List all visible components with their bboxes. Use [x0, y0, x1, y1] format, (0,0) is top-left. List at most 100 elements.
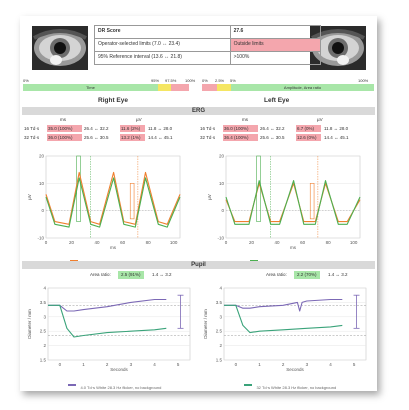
right-area-ratio-label: Area ratio:	[90, 272, 111, 277]
reference-interval-value: >100%	[229, 51, 322, 65]
erg-left-row1-td: 16 Td·s	[200, 126, 216, 131]
y-tick-label: 20	[39, 154, 45, 159]
pupil-right-legend: 4.0 Td·s White 28.3 Hz flicker, no backg…	[68, 376, 161, 391]
pupil-right-chart: 1.5 2 2.5 3 3.5 4 0 1 2 3 4 5 Seconds Diameter / mm	[27, 286, 191, 372]
series-line-2	[224, 304, 343, 334]
y-axis-label: Diameter / mm	[203, 309, 208, 339]
y-tick-label: 3	[43, 314, 46, 319]
series-line-2	[225, 180, 361, 225]
x-tick-label: 0	[235, 362, 238, 367]
time-scale-left: 0%	[23, 78, 29, 83]
erg-right-row2-uv-ref: 14.4 ↔ 45.1	[148, 135, 173, 140]
y-tick-label: 10	[39, 181, 45, 186]
erg-section-header: ERG	[22, 107, 375, 115]
y-axis-label: µV	[27, 194, 32, 200]
pupil-section-header: Pupil	[22, 261, 375, 269]
pupil-left-chart: 1.5 2 2.5 3 3.5 4 0 1 2 3 4 5 Seconds Diameter / mm	[203, 286, 367, 372]
x-tick-label: 80	[326, 240, 332, 245]
y-tick-label: 3.5	[40, 300, 47, 305]
x-tick-label: 80	[146, 240, 152, 245]
x-axis-label: Seconds	[286, 367, 304, 372]
series-line-1	[225, 182, 361, 223]
series-line-2	[45, 177, 181, 228]
amp-scale-left: 0%	[202, 78, 208, 83]
left-area-ratio-ref: 1.4 ↔ 3.2	[328, 272, 348, 277]
y-tick-label: 0	[41, 208, 44, 213]
erg-right-row1-uv-ref: 11.8 ↔ 28.0	[148, 126, 173, 131]
y-tick-label: -10	[37, 236, 44, 241]
amp-scale-label: Amplitude, Area ratio	[283, 85, 322, 90]
x-tick-label: 1	[82, 362, 85, 367]
right-eye-image	[32, 26, 88, 70]
left-eye-heading: Left Eye	[264, 97, 290, 104]
series-line-1	[48, 298, 167, 312]
amp-scale-25: 2.5%	[215, 78, 225, 83]
x-tick-label: 2	[106, 362, 109, 367]
erg-left-row2-ms: 36.4 (100%)	[223, 134, 258, 141]
series-line-2	[48, 304, 167, 338]
erg-section-title: ERG	[191, 108, 205, 114]
erg-left-row2-uv: 12.6 (0%)	[296, 134, 321, 141]
erg-left-row1-uv: 6.7 (0%)	[296, 125, 321, 132]
erg-left-row1-ms: 36.0 (100%)	[223, 125, 258, 132]
orange-marker-box	[309, 183, 315, 220]
legend-swatch-orange	[70, 259, 78, 262]
y-tick-label: 10	[219, 181, 225, 186]
legend-swatch-teal	[244, 383, 252, 386]
pupil-left-caption: 32 Td·s White 28.3 Hz flicker, no backgr…	[256, 385, 337, 390]
report-page: DR Score 27.6 Operator-selected limits (…	[20, 16, 377, 391]
erg-right-row1-uv: 11.6 (2%)	[120, 125, 145, 132]
legend-swatch-purple	[68, 383, 76, 386]
pupil-left-legend: 32 Td·s White 28.3 Hz flicker, no backgr…	[244, 376, 336, 391]
amp-scale-5: 5%	[230, 78, 236, 83]
left-area-ratio-label: Area ratio:	[266, 272, 287, 277]
y-tick-label: 2	[219, 343, 222, 348]
dr-score-table: DR Score 27.6 Operator-selected limits (…	[94, 25, 322, 65]
x-axis-label: ms	[110, 245, 117, 250]
time-scale-label: Time	[86, 85, 95, 90]
right-area-ratio-ref: 1.4 ↔ 3.2	[152, 272, 172, 277]
y-tick-label: -10	[217, 236, 224, 241]
plot-area	[45, 155, 181, 239]
right-eye-heading: Right Eye	[98, 97, 128, 104]
erg-left-row2-td: 32 Td·s	[200, 135, 216, 140]
erg-right-row2-td: 32 Td·s	[24, 135, 40, 140]
x-tick-label: 40	[275, 240, 281, 245]
left-area-ratio-value: 2.2 (70%)	[294, 271, 320, 279]
x-tick-label: 3	[306, 362, 309, 367]
x-axis-label: Seconds	[110, 367, 128, 372]
series-line-1	[45, 171, 181, 225]
erg-right-row2-ms-ref: 25.6 ↔ 30.5	[84, 135, 109, 140]
y-tick-label: 2.5	[216, 329, 223, 334]
operator-limits-value: Outside limits	[229, 38, 322, 52]
y-tick-label: 0	[221, 208, 224, 213]
x-tick-label: 4	[329, 362, 332, 367]
time-scale-95: 95%	[151, 78, 160, 83]
erg-right-ms-unit: ms	[60, 117, 66, 122]
y-axis-label: Diameter / mm	[27, 309, 32, 339]
x-tick-label: 60	[300, 240, 306, 245]
erg-left-ms-unit: ms	[242, 117, 248, 122]
x-tick-label: 4	[153, 362, 156, 367]
plot-area	[223, 287, 367, 361]
plot-area	[225, 155, 361, 239]
x-tick-label: 100	[350, 240, 358, 245]
x-tick-label: 60	[120, 240, 126, 245]
x-tick-label: 20	[69, 240, 75, 245]
erg-left-row2-ms-ref: 25.6 ↔ 30.5	[260, 135, 285, 140]
y-axis-label: µV	[207, 194, 212, 200]
erg-right-row2-ms: 36.0 (100%)	[47, 134, 82, 141]
x-tick-label: 100	[170, 240, 178, 245]
y-tick-label: 4	[219, 286, 222, 291]
operator-limits-label: Operator-selected limits (7.0 ↔ 23.4)	[94, 38, 231, 52]
erg-right-row1-td: 16 Td·s	[24, 126, 40, 131]
y-tick-label: 1.5	[40, 358, 47, 363]
x-tick-label: 3	[130, 362, 133, 367]
erg-right-row1-ms-ref: 26.4 ↔ 32.2	[84, 126, 109, 131]
erg-left-row1-ms-ref: 26.4 ↔ 32.2	[260, 126, 285, 131]
erg-left-row2-uv-ref: 14.4 ↔ 45.1	[324, 135, 349, 140]
y-tick-label: 4	[43, 286, 46, 291]
x-axis-label: ms	[290, 245, 297, 250]
